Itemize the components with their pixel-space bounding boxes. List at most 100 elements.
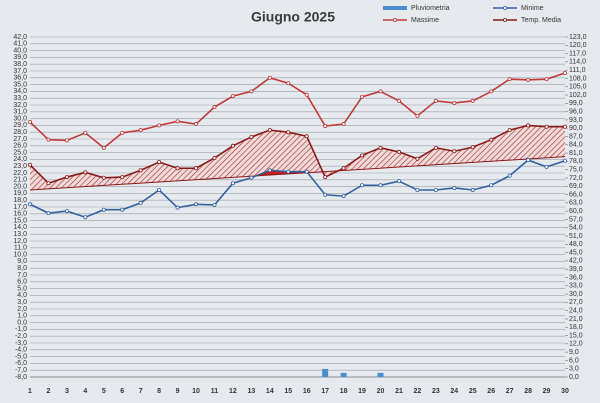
- point: [64, 138, 69, 143]
- y-tick-label: 11,0: [14, 245, 27, 252]
- point: [323, 192, 328, 197]
- y2-tick-label: 33,0: [569, 283, 583, 290]
- point: [64, 209, 69, 214]
- y-tick-label: 21,0: [13, 177, 27, 184]
- series-line: [29, 72, 566, 149]
- x-tick-label: 20: [377, 388, 385, 395]
- point: [323, 124, 328, 129]
- x-tick-label: 26: [487, 388, 495, 395]
- y-tick-label: -4,0: [15, 347, 27, 354]
- y2-tick-label: 6,0: [569, 357, 579, 364]
- y-tick-label: 31,0: [13, 109, 27, 116]
- point: [249, 175, 254, 180]
- point: [489, 183, 494, 188]
- x-tick-label: 8: [157, 388, 161, 395]
- x-tick-label: 7: [139, 388, 143, 395]
- x-tick-label: 1: [28, 388, 32, 395]
- chart-title: Giugno 2025: [251, 9, 335, 25]
- y-tick-label: 9,0: [17, 258, 27, 265]
- y-tick-label: 40,0: [13, 47, 27, 54]
- y2-tick-label: 63,0: [569, 200, 583, 207]
- point: [433, 187, 438, 192]
- y-tick-label: 27,0: [13, 136, 27, 143]
- y2-tick-label: 42,0: [569, 258, 583, 265]
- legend-label: Minime: [521, 5, 544, 12]
- point: [249, 89, 254, 94]
- point: [360, 153, 365, 158]
- y2-tick-label: 36,0: [569, 274, 583, 281]
- y2-tick-label: 66,0: [569, 191, 583, 198]
- y2-tick-label: 72,0: [569, 175, 583, 182]
- point: [507, 77, 512, 82]
- point: [470, 98, 475, 103]
- point: [341, 122, 346, 127]
- y-tick-label: -8,0: [15, 374, 27, 381]
- y-tick-label: 0,0: [17, 319, 27, 326]
- point: [138, 200, 143, 205]
- point: [230, 181, 235, 186]
- x-tick-label: 14: [266, 388, 274, 395]
- point: [563, 124, 568, 129]
- point: [230, 94, 235, 99]
- point: [27, 120, 32, 125]
- point: [286, 130, 291, 135]
- y-tick-label: 17,0: [13, 204, 27, 211]
- y-tick-label: -5,0: [15, 353, 27, 360]
- point: [452, 185, 457, 190]
- point: [526, 158, 531, 163]
- y2-tick-label: 39,0: [569, 266, 583, 273]
- x-tick-label: 30: [561, 388, 569, 395]
- legend-swatch: [383, 6, 407, 10]
- x-tick-label: 21: [395, 388, 403, 395]
- point: [360, 183, 365, 188]
- y-tick-label: 42,0: [13, 34, 27, 41]
- y-tick-label: 2,0: [17, 306, 27, 313]
- y-tick-label: 35,0: [13, 81, 27, 88]
- y2-tick-label: 30,0: [569, 291, 583, 298]
- point: [544, 164, 549, 169]
- point: [267, 75, 272, 80]
- y-tick-label: 30,0: [13, 115, 27, 122]
- y2-tick-label: 120,0: [569, 42, 587, 49]
- y2-tick-label: 15,0: [569, 332, 583, 339]
- x-tick-label: 13: [247, 388, 255, 395]
- point: [286, 81, 291, 86]
- y2-tick-label: 3,0: [569, 366, 579, 373]
- x-tick-label: 12: [229, 388, 237, 395]
- point: [489, 137, 494, 142]
- point: [194, 166, 199, 171]
- y2-tick-label: 12,0: [569, 341, 583, 348]
- bar: [322, 368, 329, 377]
- point: [526, 77, 531, 82]
- x-tick-label: 29: [543, 388, 551, 395]
- x-tick-label: 19: [358, 388, 366, 395]
- point: [396, 149, 401, 154]
- y2-tick-label: 45,0: [569, 249, 583, 256]
- y2-tick-label: 54,0: [569, 225, 583, 232]
- point: [27, 202, 32, 207]
- x-tick-label: 15: [284, 388, 292, 395]
- point: [83, 170, 88, 175]
- x-tick-label: 11: [211, 388, 219, 395]
- point: [101, 145, 106, 150]
- point: [212, 105, 217, 110]
- x-tick-label: 3: [65, 388, 69, 395]
- y-tick-label: -7,0: [15, 367, 27, 374]
- y-tick-label: 8,0: [17, 265, 27, 272]
- y-tick-label: 28,0: [13, 129, 27, 136]
- y2-tick-label: 57,0: [569, 216, 583, 223]
- y-tick-label: 39,0: [13, 54, 27, 61]
- y2-tick-label: 93,0: [569, 117, 583, 124]
- point: [396, 98, 401, 103]
- x-tick-label: 25: [469, 388, 477, 395]
- point: [304, 92, 309, 97]
- y-tick-label: 26,0: [13, 143, 27, 150]
- point: [396, 179, 401, 184]
- y2-tick-label: 81,0: [569, 150, 583, 157]
- point: [83, 130, 88, 135]
- point: [470, 187, 475, 192]
- point: [507, 128, 512, 133]
- point: [46, 181, 51, 186]
- y-tick-label: 18,0: [13, 197, 27, 204]
- y2-tick-label: 75,0: [569, 167, 583, 174]
